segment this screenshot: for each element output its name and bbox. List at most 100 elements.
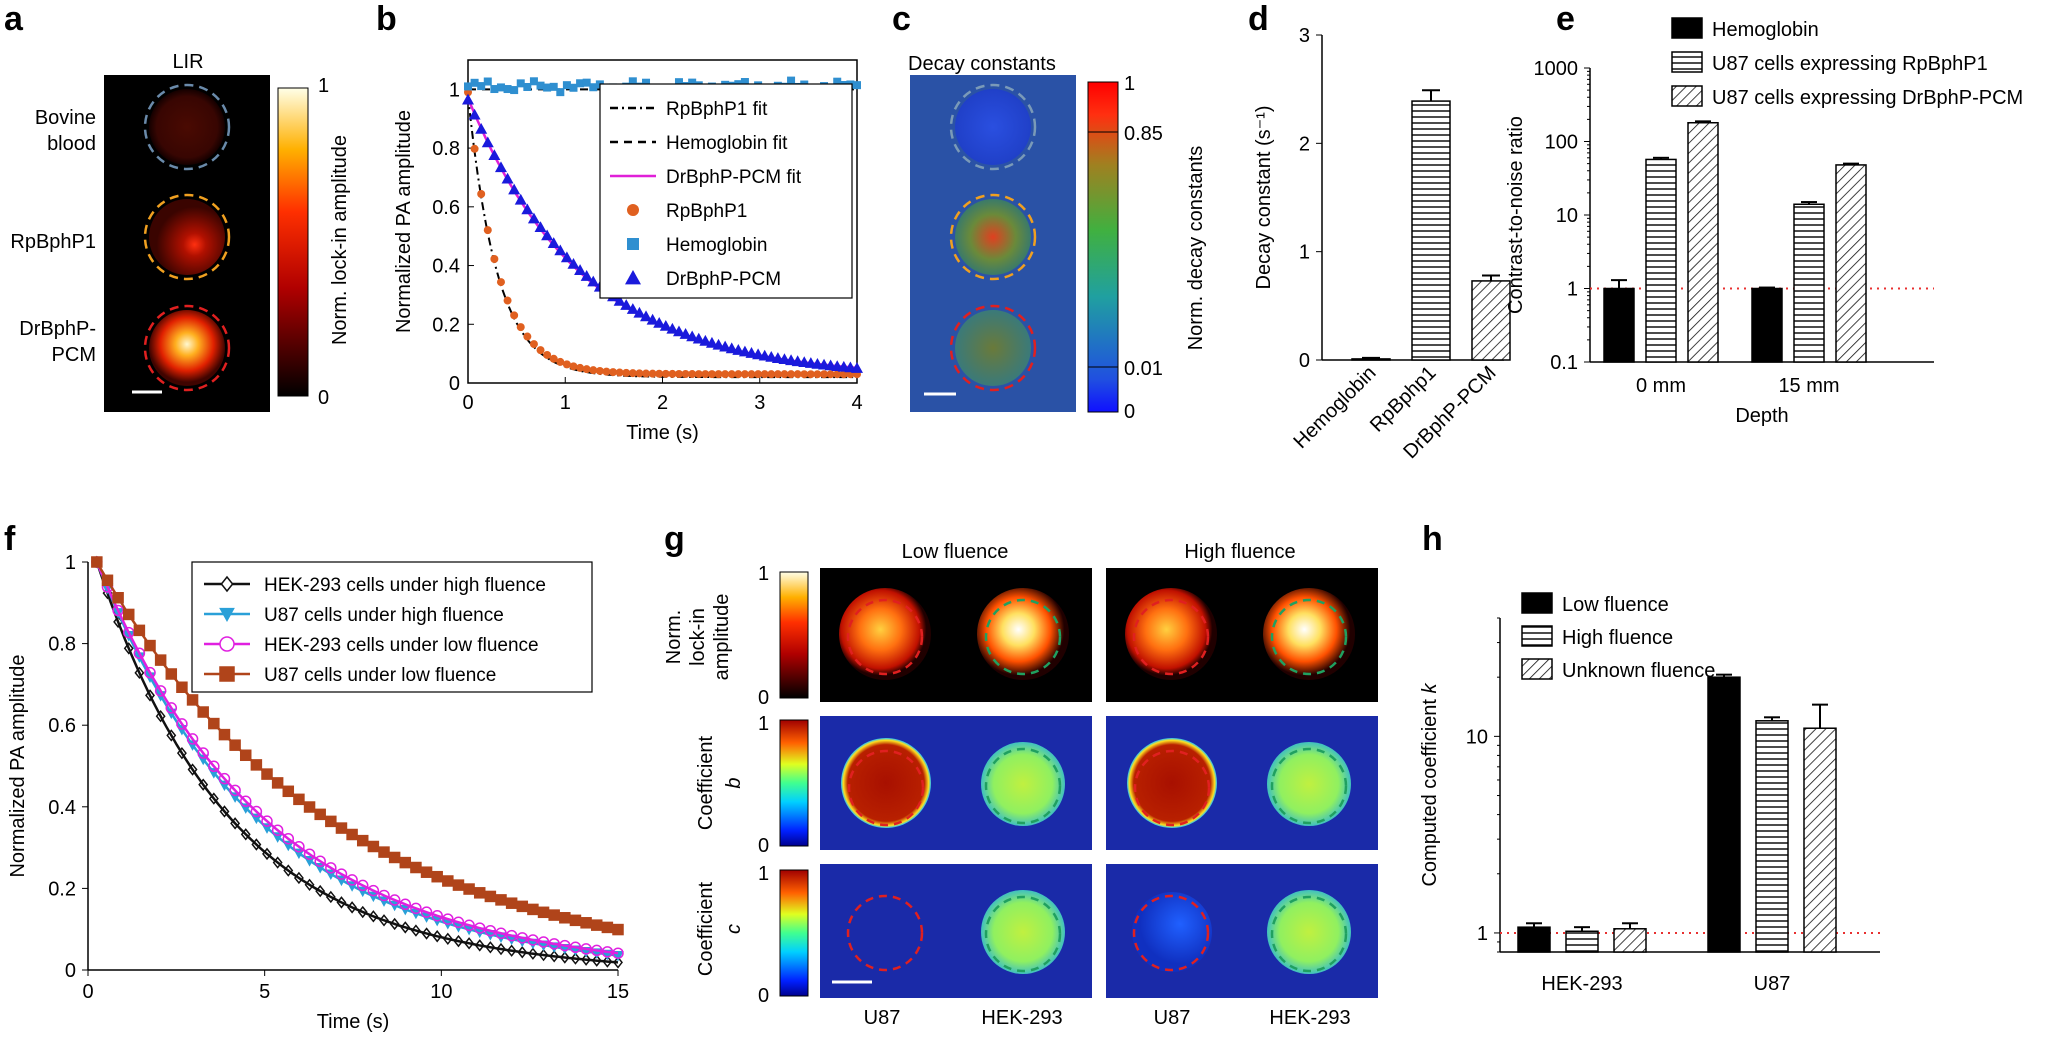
series-f-3-point: [303, 801, 316, 813]
series-f-2-point: [176, 718, 188, 730]
y-tick-label-e: 1000: [1534, 58, 1579, 80]
legend-b-5-swatch: [625, 270, 641, 285]
series-f-0-point: [336, 896, 347, 909]
row-label-g1-b: lock-in: [687, 608, 709, 666]
panel-letter-d: d: [1248, 0, 1269, 38]
series-f-0-point: [527, 947, 538, 960]
legend-h-label-1: High fluence: [1562, 627, 1673, 649]
series-b-drbphp-pcm-point: [521, 203, 534, 215]
series-f-3-point: [218, 728, 231, 741]
legend-f-label-2: HEK-293 cells under low fluence: [264, 635, 539, 656]
legend-b: [599, 83, 853, 299]
series-f-3-point: [346, 828, 358, 841]
series-b-hemoglobin-point: [470, 78, 479, 87]
series-b-drbphp-pcm-point: [620, 299, 633, 310]
y-tick-label-e: 10: [1556, 205, 1578, 227]
series-b-rpbphp1-point: [503, 296, 512, 305]
series-b-drbphp-pcm-point: [653, 316, 666, 328]
series-b-rpbphp1-point: [615, 368, 624, 377]
series-b-drbphp-pcm-point: [580, 270, 593, 281]
y-axis-label-d: Decay constant (s⁻¹): [1253, 106, 1275, 290]
series-b-rpbphp1-point: [589, 366, 598, 375]
y-tick-label-e: 100: [1545, 132, 1578, 154]
legend-b-4-swatch: [627, 238, 639, 250]
series-f-2-point: [516, 932, 529, 944]
bar-e-1-0: [1751, 287, 1783, 363]
series-f-2-point: [442, 913, 454, 925]
row-label-g2-b: b: [723, 777, 745, 788]
decay-title: Decay constants: [908, 53, 1056, 75]
x-tick-label-f: 15: [607, 981, 629, 1003]
series-b-drbphp-pcm-point: [640, 310, 653, 322]
series-b-rpbphp1-point: [470, 144, 479, 153]
decay-bovine-sample: [955, 89, 1031, 165]
g-amp-high-hek: [1263, 588, 1355, 680]
series-f-0-point: [315, 884, 326, 898]
series-f-0-point: [453, 934, 464, 948]
drbphp-sample: [149, 310, 225, 386]
series-b-rpbphp1-point: [635, 369, 644, 378]
bar-h-0-1: [1565, 930, 1599, 953]
series-f-0-point: [155, 710, 166, 723]
series-f-2-point: [186, 733, 199, 745]
g-c-low-u87-outline: [846, 894, 924, 972]
legend-e-label-0: Hemoglobin: [1712, 19, 1819, 41]
series-f-2-point: [218, 772, 231, 785]
series-b-rpbphp1-point: [707, 370, 716, 379]
x-tick-label-f: 5: [259, 981, 270, 1003]
x-tick-label-b: 1: [560, 392, 571, 414]
g-b-high-hek-outline: [1270, 747, 1348, 825]
series-b-drbphp-pcm-point: [659, 319, 672, 331]
series-b-rpbphp1-point: [806, 370, 815, 379]
series-f-3-point: [473, 887, 486, 899]
legend-e-label-1: U87 cells expressing RpBphP1: [1712, 53, 1988, 75]
series-b-rpbphp1-point: [820, 370, 829, 379]
series-b-rpbphp1-point: [549, 354, 558, 363]
series-b-rpbphp1-point: [793, 370, 802, 379]
series-f-3-point: [431, 870, 443, 883]
bar-h-1-2: [1803, 727, 1837, 953]
series-f-2-line: [95, 561, 619, 955]
series-f-3-point: [271, 777, 284, 789]
g-bottom-hek-low: HEK-293: [981, 1007, 1062, 1029]
y-tick-label-f: 1: [65, 552, 76, 574]
cb-g3-max: 1: [758, 863, 769, 885]
series-f-3-point: [165, 668, 178, 680]
series-f-3-point: [229, 739, 241, 751]
series-b-hemoglobin-point: [483, 77, 492, 86]
series-b-drbphp-pcm-point: [475, 122, 488, 134]
x-tick-label-h-0: HEK-293: [1541, 973, 1622, 995]
series-f-0-point: [283, 864, 294, 877]
series-f-3-point: [388, 851, 401, 864]
series-f-0-point: [208, 792, 219, 805]
series-b-drbphp-pcm-point: [712, 338, 725, 350]
panel-letter-a: a: [4, 0, 24, 38]
series-b-rpbphp1-point: [813, 370, 822, 379]
series-b-rpbphp1-point: [655, 369, 664, 378]
y-tick-label-d: 1: [1299, 242, 1310, 264]
series-b-hemoglobin-point: [853, 81, 861, 90]
series-f-2-point: [325, 862, 337, 874]
row-label-g3-a: Coefficient: [695, 881, 717, 976]
series-f-0-point: [410, 924, 421, 937]
series-b-rpbphp1-point: [668, 369, 677, 378]
bar-e-1-1: [1793, 203, 1825, 363]
series-f-0-point: [198, 778, 209, 791]
series-f-0-point: [304, 878, 315, 891]
series-b-rpbphp1-point: [602, 367, 611, 376]
row-label-bovine-1: Bovine: [35, 107, 96, 129]
series-b-rpbphp1-point: [740, 370, 749, 379]
cb-g3-min: 0: [758, 985, 769, 1007]
legend-f-label-1: U87 cells under high fluence: [264, 605, 504, 626]
g-b-low-hek: [981, 742, 1065, 826]
series-f-3-point: [293, 793, 305, 806]
g-b-low-u87: [841, 738, 931, 828]
series-f-3-point: [208, 717, 220, 730]
legend-f: [191, 561, 593, 693]
y-axis-label-h-var: k: [1419, 682, 1441, 693]
panel-g: Low fluence High fluence Norm. lock-in a…: [663, 541, 1378, 1029]
series-f-3-point: [537, 906, 550, 919]
legend-f-marker-0: [220, 575, 234, 593]
series-b-drbphp-pcm-point: [534, 221, 547, 233]
series-b-rpbphp1-point: [628, 369, 637, 378]
